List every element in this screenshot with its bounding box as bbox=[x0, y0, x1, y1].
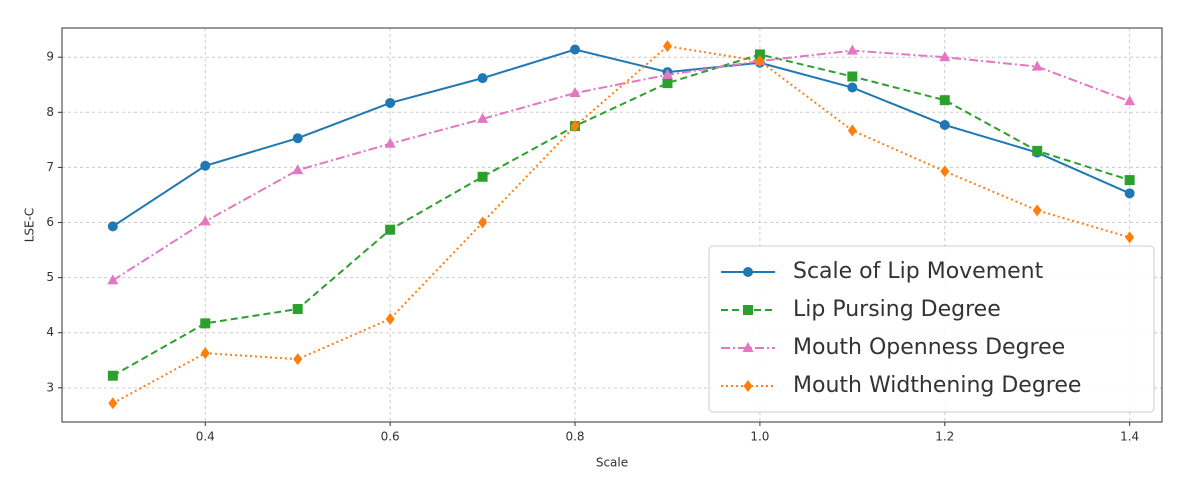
data-point bbox=[292, 133, 303, 144]
x-tick-label: 0.8 bbox=[565, 430, 584, 444]
y-tick-label: 4 bbox=[46, 325, 54, 339]
y-tick-label: 3 bbox=[46, 380, 54, 394]
legend-label: Mouth Openness Degree bbox=[793, 335, 1065, 360]
x-tick-label: 1.0 bbox=[750, 430, 769, 444]
legend-marker bbox=[742, 342, 754, 352]
data-point bbox=[107, 370, 118, 381]
legend-box bbox=[708, 245, 1155, 413]
data-point bbox=[385, 312, 395, 325]
x-axis-label: Scale bbox=[596, 456, 628, 470]
y-axis-label: LSE-C bbox=[23, 208, 37, 243]
data-point bbox=[569, 87, 581, 98]
legend: Scale of Lip Movement Lip Pursing Degree M… bbox=[708, 245, 1155, 413]
data-point bbox=[477, 112, 489, 123]
data-point bbox=[1031, 60, 1043, 71]
data-point bbox=[478, 216, 488, 229]
x-tick-label: 1.4 bbox=[1120, 430, 1139, 444]
x-tick-label: 0.6 bbox=[381, 430, 400, 444]
data-point bbox=[108, 397, 118, 410]
y-tick-label: 9 bbox=[46, 50, 54, 64]
data-point bbox=[199, 215, 211, 226]
legend-marker bbox=[743, 305, 753, 315]
data-point bbox=[1032, 145, 1043, 156]
series-line bbox=[112, 49, 1131, 282]
legend-marker bbox=[743, 267, 753, 277]
data-point bbox=[662, 78, 673, 89]
x-tick-label: 1.2 bbox=[935, 430, 954, 444]
data-point bbox=[661, 68, 673, 79]
plot-frame bbox=[61, 27, 1163, 423]
series-line bbox=[112, 48, 1131, 228]
data-point bbox=[847, 82, 858, 93]
data-point bbox=[940, 165, 950, 178]
data-point bbox=[939, 119, 950, 130]
data-point bbox=[570, 120, 580, 133]
data-point bbox=[662, 40, 672, 53]
data-point bbox=[1032, 204, 1042, 217]
data-point bbox=[1125, 231, 1135, 244]
data-point bbox=[1124, 188, 1135, 199]
data-point bbox=[107, 221, 118, 232]
data-point bbox=[939, 95, 950, 106]
legend-marker bbox=[743, 380, 753, 392]
data-point bbox=[293, 353, 303, 366]
data-point bbox=[1124, 95, 1136, 106]
data-point bbox=[384, 137, 396, 148]
data-point bbox=[200, 347, 210, 360]
data-point bbox=[385, 97, 396, 108]
data-point bbox=[200, 318, 211, 329]
data-point bbox=[385, 224, 396, 235]
data-point bbox=[755, 55, 765, 68]
legend-label: Mouth Widthening Degree bbox=[793, 373, 1081, 398]
data-point bbox=[754, 49, 765, 60]
data-point bbox=[292, 164, 304, 175]
x-tick-label: 0.4 bbox=[196, 430, 215, 444]
data-point bbox=[1124, 175, 1135, 186]
data-point bbox=[846, 44, 858, 55]
series-line bbox=[112, 45, 1130, 405]
y-tick-label: 8 bbox=[46, 105, 54, 119]
y-tick-label: 5 bbox=[46, 270, 54, 284]
data-point bbox=[939, 51, 951, 62]
legend-label: Scale of Lip Movement bbox=[793, 259, 1044, 284]
data-point bbox=[200, 160, 211, 171]
data-point bbox=[570, 44, 581, 55]
data-point bbox=[477, 73, 488, 84]
series-line bbox=[112, 53, 1130, 377]
y-tick-label: 6 bbox=[46, 215, 54, 229]
data-point bbox=[847, 71, 858, 82]
legend-label: Lip Pursing Degree bbox=[793, 297, 1001, 322]
data-point bbox=[477, 171, 488, 182]
data-point bbox=[847, 124, 857, 137]
y-tick-label: 7 bbox=[46, 160, 54, 174]
data-point bbox=[292, 304, 303, 315]
data-point bbox=[107, 274, 119, 285]
